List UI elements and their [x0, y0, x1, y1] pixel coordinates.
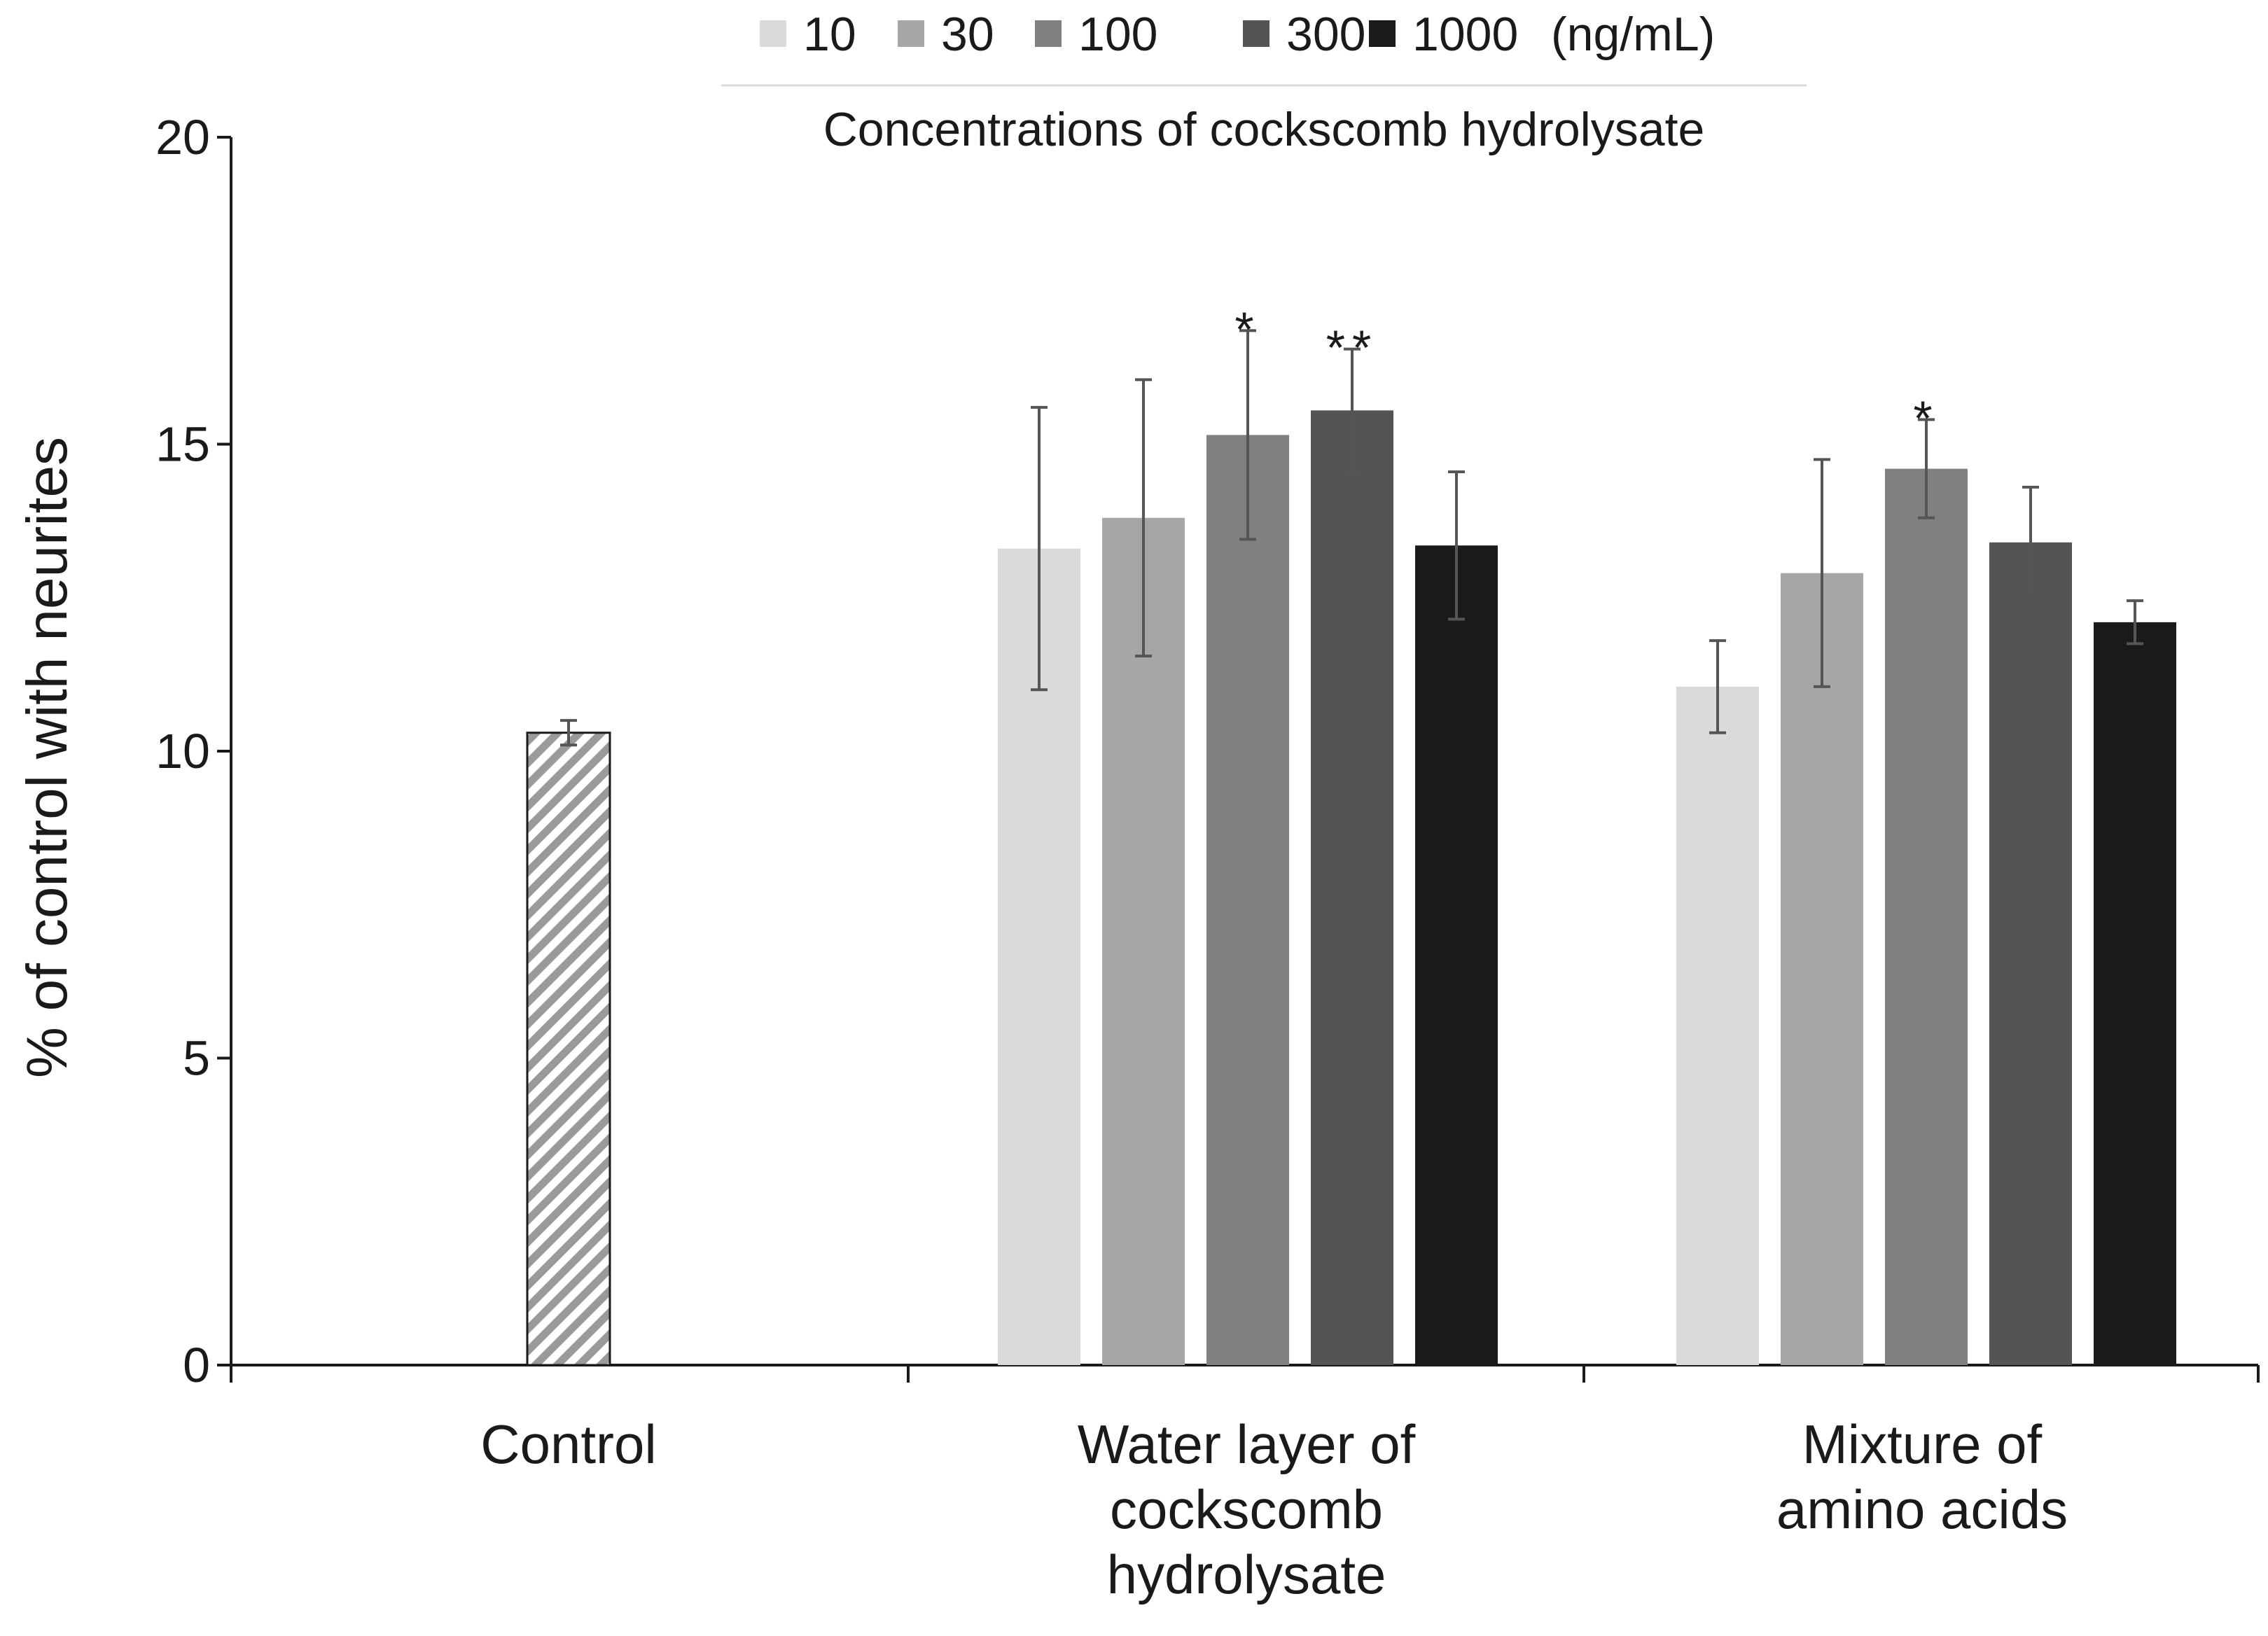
- y-tick-label: 10: [155, 724, 210, 778]
- legend-swatch: [760, 20, 786, 47]
- category-label: cockscomb: [1110, 1478, 1383, 1540]
- bar: [1989, 542, 2072, 1365]
- bar: [1781, 573, 1863, 1366]
- bar: [1102, 517, 1185, 1365]
- legend-title: Concentrations of cockscomb hydrolysate: [823, 103, 1705, 156]
- category-label-control: Control: [480, 1413, 656, 1475]
- significance-marker: **: [1326, 321, 1378, 375]
- legend-label: 300: [1286, 8, 1365, 61]
- bar: [1885, 468, 1968, 1365]
- y-tick-label: 0: [183, 1338, 210, 1392]
- bar: [1676, 686, 1759, 1365]
- legend: 10 30 100 300 1000 (ng/mL) Concentrations of…: [721, 8, 1807, 156]
- legend-swatch: [1035, 20, 1062, 47]
- legend-label: 30: [941, 8, 994, 61]
- y-tick-label: 15: [155, 417, 210, 472]
- bars: * ***: [526, 302, 2176, 1366]
- y-tick-label: 20: [155, 110, 210, 165]
- bar-control: [526, 732, 611, 1366]
- category-labels: Control Water layer ofcockscombhydrolysat…: [480, 1413, 2068, 1605]
- axes: 0 5 10 15 20 % of control with neurites: [15, 110, 2260, 1392]
- legend-unit: (ng/mL): [1551, 8, 1715, 61]
- legend-swatch: [1369, 20, 1396, 47]
- legend-swatch: [898, 20, 924, 47]
- category-label: amino acids: [1776, 1478, 2068, 1540]
- significance-marker: *: [1234, 302, 1260, 356]
- category-label: Mixture of: [1802, 1413, 2043, 1475]
- y-tick-label: 5: [183, 1031, 210, 1086]
- legend-label: 10: [803, 8, 856, 61]
- legend-swatch: [1243, 20, 1269, 47]
- y-axis-label: % of control with neurites: [15, 437, 79, 1078]
- legend-label: 100: [1078, 8, 1157, 61]
- bar: [2094, 622, 2176, 1365]
- bar: [1415, 545, 1498, 1365]
- bar: [1206, 435, 1289, 1365]
- significance-marker: *: [1913, 391, 1939, 445]
- legend-label: 1000: [1412, 8, 1518, 61]
- category-label: hydrolysate: [1107, 1544, 1386, 1605]
- bar: [1311, 410, 1393, 1365]
- category-label: Water layer of: [1078, 1413, 1416, 1475]
